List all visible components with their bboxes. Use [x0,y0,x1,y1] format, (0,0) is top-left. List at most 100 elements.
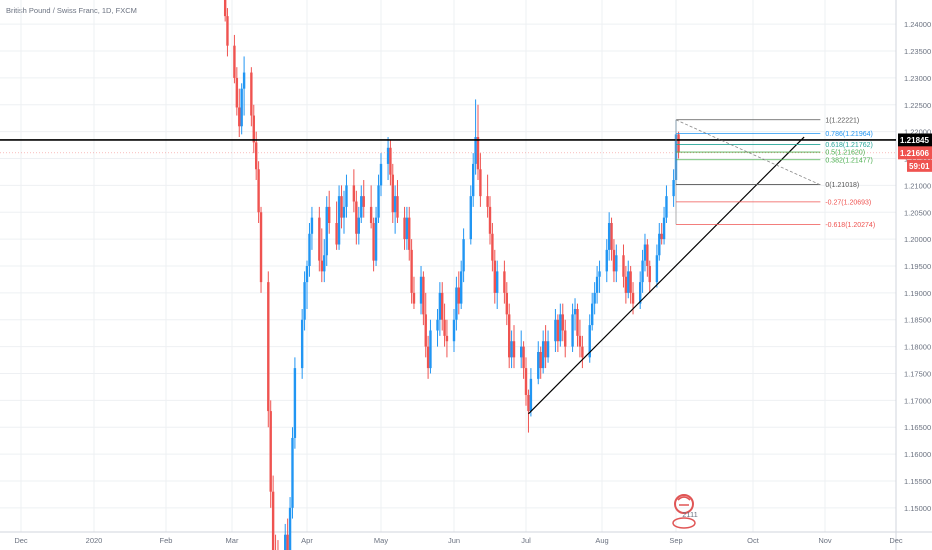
candle-body [472,163,475,197]
candle-body [544,341,547,358]
candle-body [271,491,275,550]
candle-body [541,341,545,369]
fib-level-label: 1(1.22221) [825,117,859,124]
candle-body [238,107,241,127]
candle-body [269,411,272,492]
y-tick-label: 1.16000 [904,450,931,459]
current-price-badge-text: 1.21606 [900,149,929,158]
resistance-price-badge [898,133,932,147]
candle-body [369,206,373,224]
candle-body [300,319,304,369]
candle-body [493,260,496,293]
candle-body [226,16,229,46]
x-tick-label: Nov [818,536,832,545]
candle-body [328,206,331,224]
fib-level-label: 0.382(1.21477) [825,157,872,164]
x-tick-label: Aug [595,536,608,545]
watermark-logo-icon [674,494,694,514]
candle-body [291,437,294,508]
candle-body [539,351,542,369]
candle-body [665,196,668,218]
candle-body [355,201,358,234]
candle-body [288,507,292,550]
candle-body [546,341,550,358]
candle-body [638,282,642,304]
candle-body [303,282,306,320]
candle-body [520,346,523,358]
candle-body [556,319,560,342]
candle-body [422,276,425,315]
candle-body [491,233,494,261]
candle-body [593,292,596,304]
y-tick-label: 1.21000 [904,181,931,190]
candle-body [410,249,413,293]
candle-body [554,319,557,342]
y-tick-label: 1.19000 [904,289,931,298]
resistance-price-badge-text: 1.21845 [900,136,929,145]
candle-body [308,233,311,266]
x-tick-label: Mar [226,536,239,545]
y-tick-label: 1.22000 [904,128,931,137]
candle-body [403,217,406,240]
candle-body [342,206,346,218]
candle-body [469,196,472,240]
watermark-logo-mark [677,496,691,506]
candle-body [672,180,675,197]
y-tick-label: 1.22500 [904,101,931,110]
y-tick-label: 1.20500 [904,208,931,217]
candle-body [443,319,446,336]
candle-body [598,271,601,277]
x-tick-label: Apr [301,536,313,545]
candle-body [223,0,227,17]
candle-body [457,287,460,304]
candle-body [655,255,659,283]
candle-body [537,351,540,379]
candle-body [559,314,562,342]
y-tick-label: 1.17500 [904,369,931,378]
candle-body [573,308,577,315]
candle-body [588,325,591,358]
candle-body [612,249,616,272]
candle-body [578,335,582,347]
candle-body [607,223,611,250]
candle-body [286,534,289,550]
candle-body [646,244,649,266]
candle-body [615,255,618,272]
y-tick-label: 1.15000 [904,504,931,513]
candle-body [474,137,477,164]
candle-body [393,196,397,213]
candle-body [386,147,390,164]
candle-body [396,196,399,218]
candle-body [503,271,506,293]
candle-body [452,319,456,342]
candle-body [505,292,508,315]
candle-body [254,142,258,170]
candle-body [581,346,584,358]
candle-body [510,341,513,358]
candle-body [595,276,599,293]
fib-level-label: 0.5(1.21620) [825,150,865,157]
candle-body [496,271,499,293]
candle-body [561,314,564,331]
candle-body [438,292,442,320]
candle-body [318,217,321,261]
y-tick-label: 1.18500 [904,316,931,325]
watermark-logo-base [672,517,696,529]
x-tick-label: Sep [669,536,682,545]
candle-body [624,276,628,293]
candle-body [627,271,630,293]
candle-body [267,282,270,412]
candle-body [240,88,243,127]
candle-body [524,368,528,395]
candle-body [629,271,632,293]
candle-body [408,217,411,250]
y-tick-label: 1.23500 [904,47,931,56]
fib-level-label: 0(1.21018) [825,182,859,189]
candle-body [445,335,449,342]
candle-body [605,249,608,272]
candle-body [340,196,343,218]
candle-body [337,196,341,245]
candle-body [648,266,651,283]
candle-body [436,319,439,331]
